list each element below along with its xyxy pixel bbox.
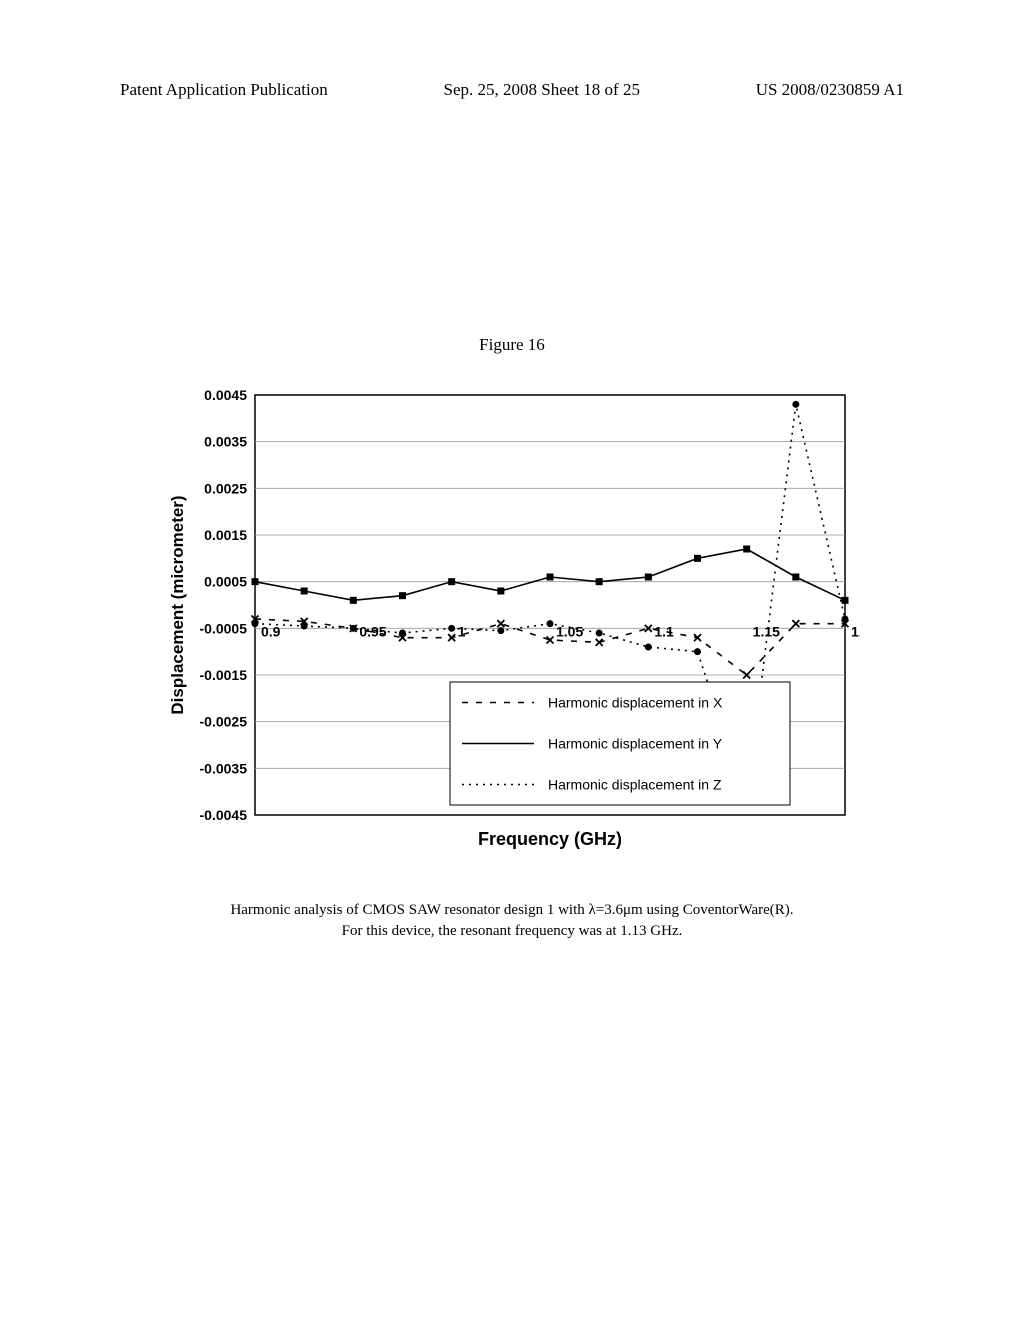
svg-text:Frequency (GHz): Frequency (GHz) [478, 829, 622, 849]
svg-text:-0.0025: -0.0025 [200, 714, 248, 730]
svg-text:Harmonic displacement in X: Harmonic displacement in X [548, 695, 723, 711]
svg-text:-0.0035: -0.0035 [200, 760, 248, 776]
svg-text:-0.0005: -0.0005 [200, 620, 248, 636]
svg-text:Harmonic displacement in Y: Harmonic displacement in Y [548, 736, 723, 752]
svg-text:0.0015: 0.0015 [204, 527, 247, 543]
svg-text:-0.0045: -0.0045 [200, 807, 248, 823]
header-center: Sep. 25, 2008 Sheet 18 of 25 [444, 80, 640, 100]
svg-text:0.9: 0.9 [261, 623, 281, 639]
svg-text:1.15: 1.15 [753, 623, 780, 639]
svg-text:1.2: 1.2 [851, 623, 860, 639]
header-left: Patent Application Publication [120, 80, 328, 100]
page-header: Patent Application Publication Sep. 25, … [0, 80, 1024, 100]
chart-svg: -0.0045 -0.0035 -0.0025 -0.0015 -0.0005 0.000… [160, 385, 860, 855]
header-right: US 2008/0230859 A1 [756, 80, 904, 100]
figure-caption: Harmonic analysis of CMOS SAW resonator … [0, 900, 1024, 942]
caption-line-2: For this device, the resonant frequency … [0, 921, 1024, 942]
svg-text:1.1: 1.1 [654, 623, 674, 639]
svg-text:1.05: 1.05 [556, 623, 583, 639]
svg-text:0.0035: 0.0035 [204, 434, 247, 450]
svg-text:-0.0015: -0.0015 [200, 667, 248, 683]
figure-label: Figure 16 [0, 335, 1024, 355]
svg-text:0.0005: 0.0005 [204, 574, 247, 590]
svg-text:Harmonic displacement in Z: Harmonic displacement in Z [548, 777, 722, 793]
caption-line-1: Harmonic analysis of CMOS SAW resonator … [0, 900, 1024, 921]
svg-text:Displacement (micrometer): Displacement (micrometer) [168, 495, 187, 714]
svg-text:0.0045: 0.0045 [204, 387, 247, 403]
svg-text:0.0025: 0.0025 [204, 480, 247, 496]
chart: -0.0045 -0.0035 -0.0025 -0.0015 -0.0005 0.000… [160, 385, 860, 855]
svg-text:1: 1 [458, 623, 466, 639]
